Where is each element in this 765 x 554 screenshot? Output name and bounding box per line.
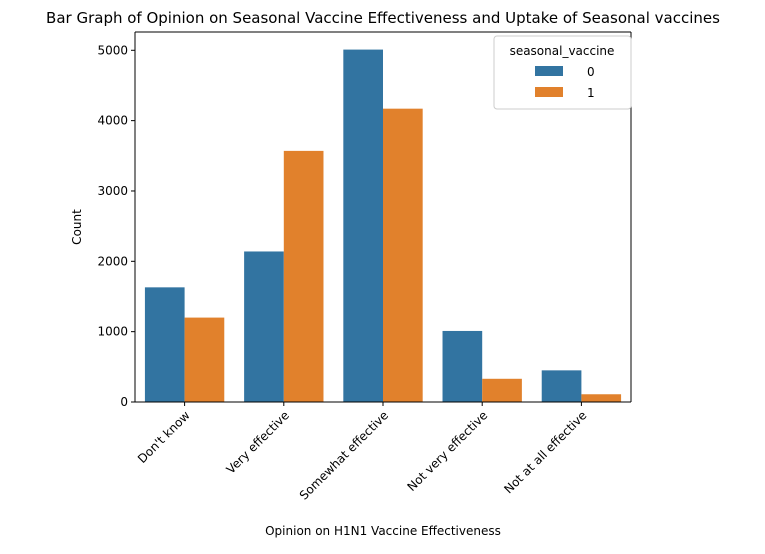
y-tick-label: 4000 [97, 114, 128, 128]
bar-series-1-4 [581, 394, 622, 402]
legend-swatch-1 [535, 87, 563, 97]
bar-series-1-1 [283, 150, 324, 402]
legend: seasonal_vaccine 01 [493, 35, 632, 110]
x-tick-label: Not very effective [405, 408, 491, 494]
bar-series-1-3 [482, 378, 522, 402]
bar-series-0-4 [541, 370, 582, 402]
bar-series-0-3 [442, 330, 483, 402]
chart-title: Bar Graph of Opinion on Seasonal Vaccine… [46, 9, 720, 27]
bar-series-0-1 [244, 251, 284, 402]
y-tick-label: 0 [120, 395, 128, 409]
bar-series-0-2 [343, 49, 383, 403]
legend-title: seasonal_vaccine [510, 44, 615, 58]
bar-series-1-2 [383, 108, 423, 403]
y-tick-label: 5000 [97, 43, 128, 57]
y-axis-label: Count [70, 209, 84, 245]
x-axis-label: Opinion on H1N1 Vaccine Effectiveness [265, 524, 501, 538]
plot-area [144, 49, 622, 403]
x-tick-label: Don't know [135, 408, 193, 466]
bar-series-1-0 [184, 317, 225, 402]
y-axis: 0 1000 2000 3000 4000 5000 [97, 32, 136, 409]
y-tick-label: 3000 [97, 184, 128, 198]
legend-swatch-0 [535, 66, 563, 76]
x-tick-label: Not at all effective [501, 408, 589, 496]
x-tick-label: Somewhat effective [297, 408, 391, 502]
legend-label-1: 1 [587, 86, 595, 100]
bar-series-0-0 [144, 287, 185, 402]
x-tick-label: Very effective [224, 408, 292, 476]
legend-items: 01 [535, 65, 595, 100]
y-tick-label: 2000 [97, 254, 128, 268]
y-tick-label: 1000 [97, 325, 128, 339]
legend-label-0: 0 [587, 65, 595, 79]
